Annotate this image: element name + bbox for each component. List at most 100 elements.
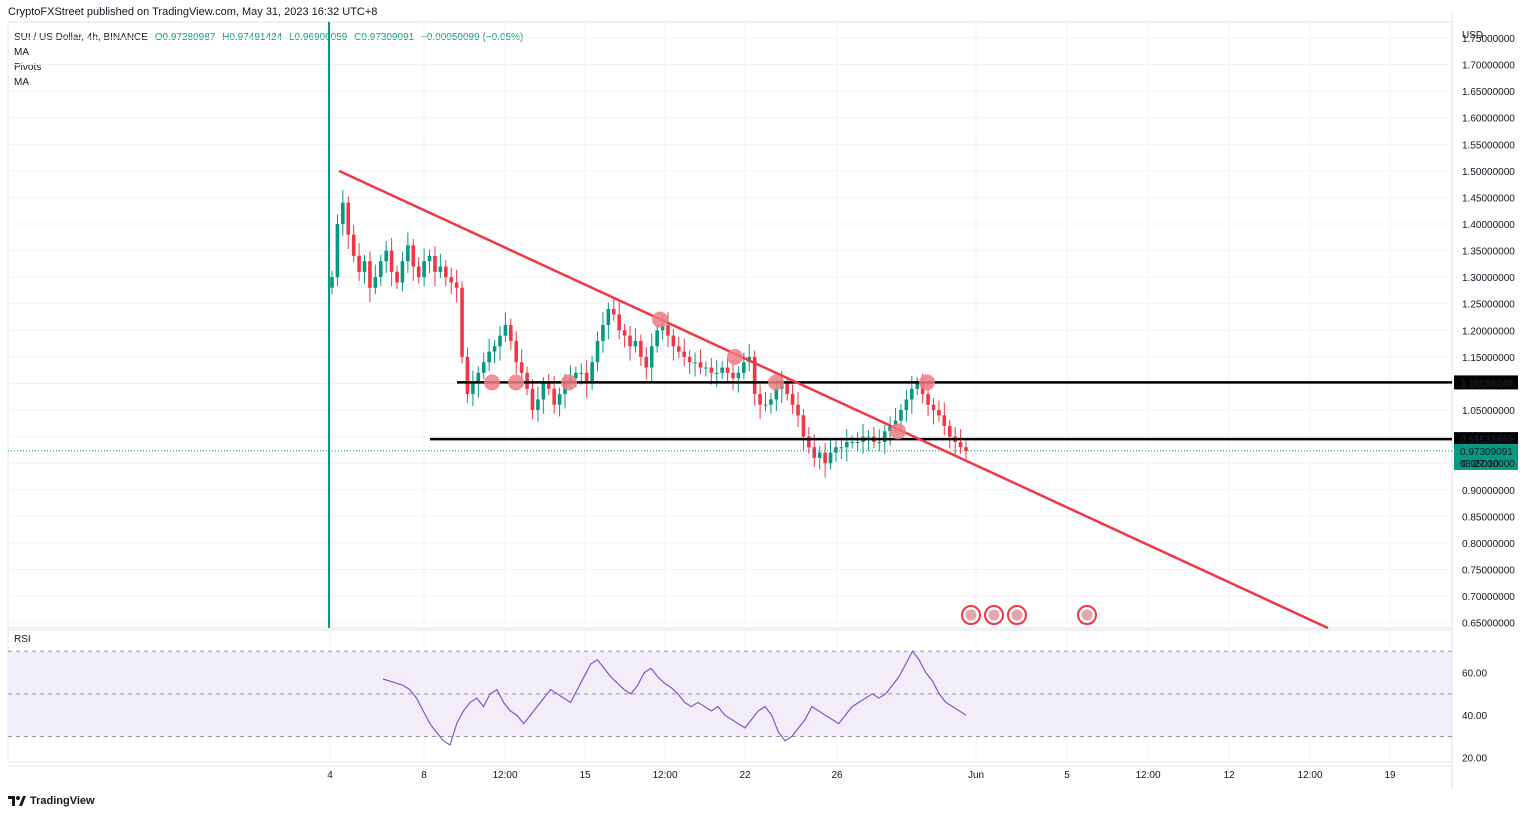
candle-body — [433, 255, 437, 272]
touch-marker — [919, 374, 935, 391]
price-tick-label: 1.25000000 — [1462, 300, 1515, 311]
resistance-tag — [1454, 375, 1518, 390]
candle-body — [492, 346, 497, 352]
candle-body — [514, 340, 519, 363]
rsi-tick-label: 60.00 — [1462, 669, 1487, 680]
candle-body — [351, 234, 356, 256]
candle-body — [606, 309, 611, 325]
candle-body — [519, 362, 524, 373]
candle-body — [958, 441, 963, 448]
economic-events — [961, 605, 1097, 625]
support-tag — [1454, 432, 1518, 447]
candle-body — [595, 340, 600, 363]
candle-body — [422, 261, 426, 278]
touch-marker — [890, 423, 906, 440]
candle-body — [579, 372, 584, 374]
price-tick-label: 1.65000000 — [1462, 87, 1515, 98]
tradingview-logo[interactable]: TradingView — [8, 795, 95, 807]
price-tick-label: 1.50000000 — [1462, 167, 1515, 178]
candle-body — [655, 330, 659, 347]
candle-body — [910, 388, 914, 400]
time-tick-label: 22 — [739, 770, 751, 781]
candle-body — [481, 362, 486, 373]
candle-body — [915, 383, 920, 389]
price-tick-label: 0.80000000 — [1462, 539, 1515, 550]
indicator-pivots[interactable]: Pivots — [14, 62, 42, 73]
price-tick-label: 1.70000000 — [1462, 61, 1515, 72]
candle-body — [790, 394, 795, 405]
candle-body — [330, 277, 334, 288]
candle-body — [769, 399, 773, 405]
candle-body — [796, 404, 800, 416]
indicator-ma-2[interactable]: MA — [14, 77, 29, 88]
candle-body — [341, 202, 345, 224]
candle-body — [850, 441, 855, 443]
candle-body — [888, 426, 892, 432]
candle-body — [384, 250, 388, 262]
candle-body — [855, 441, 860, 443]
candle-body — [509, 325, 513, 341]
candle-body — [617, 314, 621, 331]
candle-body — [611, 309, 616, 315]
candle-body — [877, 441, 882, 443]
price-tick-label: 1.15000000 — [1462, 353, 1515, 364]
candle-body — [844, 441, 849, 448]
candle-body — [633, 340, 638, 347]
candle-body — [557, 394, 562, 405]
candle-body — [536, 399, 540, 411]
candle-body — [926, 394, 930, 405]
time-tick-label: 12:00 — [492, 770, 517, 781]
candle-body — [731, 372, 735, 379]
price-tick-label: 1.75000000 — [1462, 34, 1515, 45]
candle-body — [823, 452, 827, 464]
candle-body — [725, 367, 730, 373]
support-tag-text: 0.99532440 — [1460, 435, 1513, 446]
price-tick-label: 1.35000000 — [1462, 247, 1515, 258]
price-tick-label: 0.85000000 — [1462, 512, 1515, 523]
candle-body — [454, 282, 459, 288]
candle-body — [942, 415, 947, 426]
indicator-ma-1[interactable]: MA — [14, 47, 29, 58]
price-tick-label: 1.10000000 — [1462, 379, 1515, 390]
candle-body — [471, 383, 475, 395]
candle-body — [666, 325, 670, 336]
candle-body — [460, 287, 464, 357]
candle-body — [687, 356, 692, 363]
countdown-text: 03:27:10 — [1460, 459, 1499, 470]
candle-body — [752, 356, 757, 395]
candle-body — [714, 372, 719, 374]
candle-body — [660, 325, 665, 331]
candle-body — [758, 394, 762, 405]
price-tick-label: 0.95000000 — [1462, 459, 1515, 470]
candle-body — [644, 356, 649, 368]
candle-body — [671, 335, 676, 347]
candle-body — [389, 250, 394, 272]
candle-body — [406, 245, 410, 262]
rsi-line — [382, 650, 967, 746]
candle-body — [368, 261, 372, 288]
rsi-label[interactable]: RSI — [14, 634, 31, 645]
time-tick-label: 12:00 — [652, 770, 677, 781]
candle-body — [937, 410, 941, 416]
descending-trendline — [338, 169, 1329, 630]
candle-body — [416, 266, 421, 278]
candle-body — [503, 325, 508, 336]
candle-body — [807, 436, 811, 448]
candle-body — [947, 426, 952, 437]
time-tick-label: 19 — [1384, 770, 1396, 781]
rsi-tick-label: 20.00 — [1462, 754, 1487, 765]
grid-lines — [7, 12, 1453, 790]
current-price-tag — [1454, 443, 1518, 470]
candle-body — [964, 447, 968, 451]
candle-body — [639, 340, 643, 357]
time-tick-label: 8 — [421, 770, 427, 781]
candle-body — [834, 447, 838, 453]
candle-body — [373, 277, 378, 288]
candlestick-series — [328, 22, 968, 628]
candle-body — [736, 372, 741, 379]
candle-body — [882, 431, 887, 442]
candle-body — [546, 383, 551, 389]
price-tick-label: 1.05000000 — [1462, 406, 1515, 417]
